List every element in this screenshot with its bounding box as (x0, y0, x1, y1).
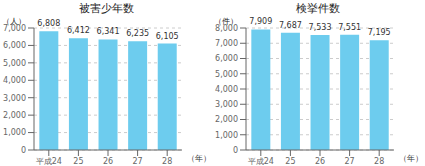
svg-text:27: 27 (133, 157, 143, 166)
svg-text:3,000: 3,000 (8, 94, 26, 103)
svg-text:6,341: 6,341 (97, 27, 120, 36)
svg-text:3,000: 3,000 (215, 100, 238, 109)
svg-text:7,551: 7,551 (338, 23, 361, 32)
svg-text:6,235: 6,235 (126, 29, 149, 38)
svg-text:平成24: 平成24 (36, 157, 62, 166)
svg-text:6,412: 6,412 (67, 26, 90, 35)
svg-text:0: 0 (233, 146, 238, 155)
svg-text:6,808: 6,808 (37, 19, 60, 28)
svg-text:2,000: 2,000 (215, 115, 238, 124)
svg-text:28: 28 (374, 157, 384, 166)
svg-text:7,533: 7,533 (309, 23, 332, 32)
svg-text:1,000: 1,000 (215, 131, 238, 140)
html-text:検挙件数: 検挙件数 (296, 2, 340, 15)
svg-text:7,195: 7,195 (368, 28, 391, 37)
svg-text:平成24: 平成24 (248, 157, 274, 166)
svg-text:26: 26 (103, 157, 113, 166)
svg-text:26: 26 (315, 157, 325, 166)
svg-text:4,000: 4,000 (215, 85, 238, 94)
svg-text:7,687: 7,687 (279, 21, 302, 30)
svg-text:6,000: 6,000 (8, 41, 26, 50)
svg-text:（年）: （年） (399, 154, 417, 163)
svg-text:0: 0 (21, 146, 26, 155)
svg-text:8,000: 8,000 (215, 24, 238, 33)
svg-text:25: 25 (285, 157, 295, 166)
html-text:（人）: （人） (2, 17, 26, 26)
svg-text:27: 27 (345, 157, 355, 166)
svg-text:6,000: 6,000 (215, 54, 238, 63)
svg-text:（年）: （年） (187, 154, 211, 163)
svg-text:28: 28 (162, 157, 172, 166)
svg-text:6,105: 6,105 (156, 32, 179, 41)
svg-text:7,909: 7,909 (249, 17, 272, 26)
svg-text:25: 25 (73, 157, 83, 166)
svg-text:5,000: 5,000 (8, 59, 26, 68)
svg-text:7,000: 7,000 (215, 39, 238, 48)
svg-text:7,000: 7,000 (8, 24, 26, 33)
svg-text:2,000: 2,000 (8, 111, 26, 120)
html-text:被害少年数: 被害少年数 (78, 2, 134, 15)
html-text:（件）: （件） (214, 17, 238, 26)
svg-text:1,000: 1,000 (8, 128, 26, 137)
svg-text:4,000: 4,000 (8, 76, 26, 85)
svg-text:5,000: 5,000 (215, 70, 238, 79)
